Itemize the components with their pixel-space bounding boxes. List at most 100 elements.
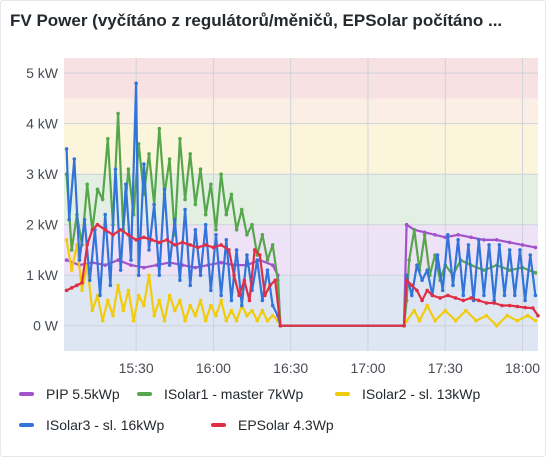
data-point [273, 278, 278, 283]
data-point [474, 318, 478, 323]
data-point [118, 268, 123, 272]
x-axis: 15:30 16:00 16:30 17:00 17:30 18:00 [119, 360, 541, 376]
data-point [497, 243, 502, 247]
data-point [456, 238, 460, 242]
data-point [87, 278, 92, 283]
data-point [113, 167, 118, 171]
legend-label: ISolar1 - master 7kWp [164, 386, 304, 402]
data-point [257, 253, 262, 257]
data-point [142, 303, 146, 308]
data-point [100, 318, 105, 323]
legend-label: PIP 5.5kWp [46, 386, 120, 402]
data-point [167, 293, 172, 298]
data-point [80, 288, 84, 293]
data-point [75, 283, 79, 288]
data-point [103, 263, 108, 267]
data-point [523, 298, 527, 303]
data-point [433, 253, 437, 257]
x-tick-label: 16:30 [273, 360, 308, 376]
data-point [422, 233, 427, 237]
legend-item[interactable]: ISolar3 - sl. 16kWp [19, 417, 164, 433]
data-point [157, 126, 162, 131]
data-point [415, 263, 419, 267]
data-point [180, 240, 185, 245]
data-point [193, 227, 198, 232]
chart-area[interactable]: 0 W1 kW2 kW3 kW4 kW5 kW 15:30 16:00 16:30 1… [1, 1, 547, 381]
data-point [196, 245, 200, 250]
data-point [209, 288, 213, 293]
legend-item[interactable]: EPSolar 4.3Wp [211, 417, 334, 433]
data-point [126, 233, 131, 237]
data-point [219, 293, 223, 298]
data-point [446, 233, 450, 237]
data-point [482, 268, 486, 272]
series-group [64, 81, 540, 328]
legend-item[interactable]: ISolar2 - sl. 13kWp [335, 386, 480, 402]
data-point [492, 301, 497, 305]
data-point [167, 263, 172, 267]
data-point [260, 308, 265, 313]
data-point [484, 313, 489, 318]
legend-item[interactable]: ISolar1 - master 7kWp [137, 386, 303, 402]
data-point [404, 222, 409, 227]
data-point [90, 308, 95, 313]
data-point [412, 308, 417, 313]
data-point [268, 283, 272, 288]
band-below-zero [64, 325, 538, 351]
data-point [531, 306, 535, 310]
data-point [100, 197, 105, 202]
data-point [178, 298, 182, 303]
data-point [111, 233, 115, 237]
data-point [214, 313, 218, 318]
data-point [193, 265, 198, 270]
data-point [126, 288, 131, 293]
data-point [85, 243, 89, 247]
data-point [90, 227, 95, 232]
data-point [237, 293, 241, 298]
data-point [525, 313, 530, 318]
data-point [178, 278, 182, 283]
data-point [129, 258, 133, 262]
data-point [64, 258, 69, 262]
data-point [224, 238, 229, 242]
data-point [165, 238, 169, 242]
data-point [484, 301, 489, 305]
data-point [440, 288, 445, 293]
data-point [469, 235, 473, 240]
data-point [64, 238, 69, 242]
threshold-band-5 [64, 58, 538, 99]
data-point [209, 303, 213, 308]
data-point [469, 296, 473, 300]
data-point [494, 238, 499, 242]
data-point [245, 233, 249, 237]
data-point [276, 278, 280, 283]
data-point [443, 235, 448, 240]
data-point [105, 298, 110, 303]
data-point [203, 222, 208, 227]
data-point [242, 278, 247, 283]
data-point [172, 243, 177, 247]
data-point [523, 305, 527, 310]
legend-label: ISolar3 - sl. 16kWp [46, 417, 165, 433]
legend-item[interactable]: PIP 5.5kWp [19, 386, 120, 402]
data-point [247, 298, 252, 303]
data-point [425, 268, 430, 272]
data-point [415, 288, 419, 293]
data-point [239, 303, 244, 308]
data-point [134, 238, 138, 242]
data-point [461, 298, 466, 303]
data-point [487, 243, 491, 247]
data-point [188, 152, 193, 156]
data-point [404, 273, 409, 278]
data-point [72, 157, 77, 161]
y-tick-label: 4 kW [26, 116, 59, 132]
panel-title[interactable]: FV Power (vyčítáno z regulátorů/měničů, … [10, 11, 503, 30]
data-point [278, 323, 283, 328]
data-point [142, 235, 146, 240]
data-point [533, 318, 538, 323]
legend-swatch [335, 392, 350, 396]
data-point [409, 293, 414, 298]
data-point [219, 172, 223, 176]
data-point [224, 212, 229, 217]
data-point [507, 268, 512, 272]
